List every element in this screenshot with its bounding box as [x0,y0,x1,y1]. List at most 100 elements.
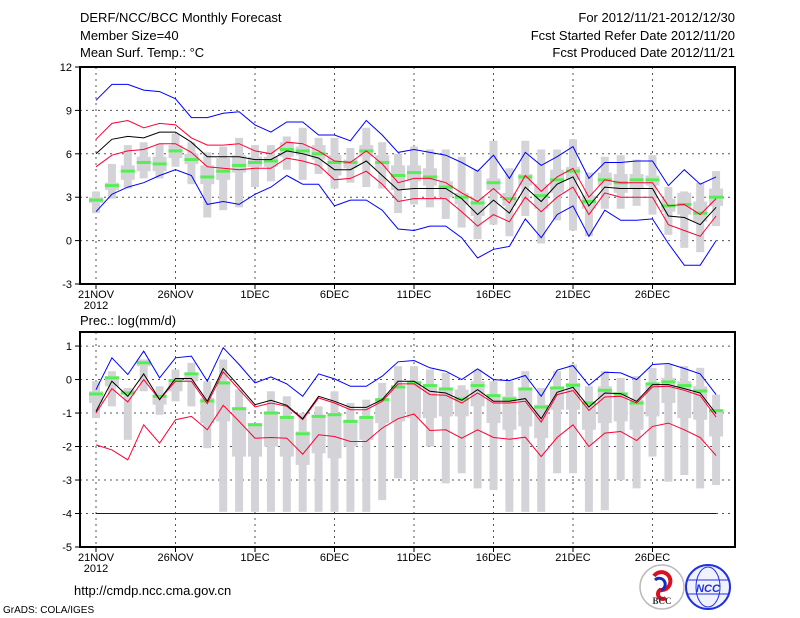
median-marker [581,200,596,204]
lower-spread-line [95,404,717,461]
x-tick-label: 11DEC [397,289,432,301]
iqr-box [200,165,215,185]
whisker-bar [187,362,196,407]
iqr-box [581,402,596,430]
median-marker [581,401,596,405]
median-marker [359,415,374,419]
median-marker [279,415,294,419]
x-tick-label: 11DEC [397,552,432,564]
whisker-bar [394,366,403,479]
median-marker [693,389,708,393]
median-marker [391,174,406,177]
iqr-box [248,423,262,457]
fcst-started-date: Fcst Started Refer Date 2012/11/20 [531,28,735,43]
median-marker [518,387,533,391]
iqr-box [279,416,294,457]
iqr-box [438,389,453,417]
median-marker [104,376,119,380]
source-url[interactable]: http://cmdp.ncc.cma.gov.cn [74,583,231,598]
iqr-box [311,414,326,454]
x-tick-label: 21DEC [555,289,591,301]
iqr-box [327,413,342,459]
iqr-box [438,181,453,198]
median-marker [311,414,326,418]
median-marker [343,419,358,423]
iqr-box [391,165,406,190]
whisker-bar [712,394,721,486]
median-marker [263,411,278,415]
iqr-box [168,379,183,392]
iqr-box [566,382,580,410]
median-marker [454,397,469,401]
median-marker [152,162,167,166]
upper-spread-line [95,371,717,423]
whisker-bar [203,152,212,218]
iqr-box [709,409,724,437]
iqr-box [184,372,199,382]
member-size: Member Size=40 [80,28,179,43]
whisker-bar [569,139,577,231]
x-tick-label: 26DEC [635,552,671,564]
whisker-bar [521,371,530,512]
y-tick-label: -3 [62,475,72,487]
median-marker [216,169,231,173]
x-tick-label: 26DEC [635,289,671,301]
median-marker [136,361,151,365]
median-marker [422,175,437,179]
iqr-box [470,381,485,407]
median-marker [438,185,453,189]
median-marker [709,409,724,413]
median-marker [295,432,310,436]
whisker-bar [505,381,514,512]
lower-envelope-line [95,169,717,266]
median-marker [232,407,247,411]
iqr-box [597,386,612,424]
iqr-box [486,394,501,424]
x-tick-label: 21NOV [78,552,115,564]
whisker-bar [680,366,689,475]
iqr-box [295,431,310,465]
iqr-box [677,381,692,419]
y-tick-label: 12 [60,62,72,74]
median-marker [470,201,485,205]
ncc-logo-text: NCC [696,583,721,595]
x-year-label: 2012 [84,300,108,312]
iqr-box [407,381,421,419]
iqr-box [518,174,533,186]
upper-envelope-line [95,346,717,398]
median-marker [709,195,724,199]
iqr-box [327,155,342,176]
median-marker [597,388,612,392]
median-marker [661,380,676,384]
whisker-bar [362,127,371,188]
y-tick-label: -1 [62,408,72,420]
median-marker [693,211,708,215]
forecast-period: For 2012/11/21-2012/12/30 [578,10,735,25]
x-tick-label: 26NOV [157,289,194,301]
whisker-bar [632,376,641,489]
y-tick-label: 9 [66,105,72,117]
x-tick-label: 16DEC [476,289,512,301]
iqr-box [263,411,278,447]
x-tick-label: 16DEC [476,552,512,564]
whisker-bar [473,369,482,489]
y-tick-label: -5 [62,542,72,554]
median-marker [120,391,135,395]
iqr-box [613,392,628,422]
whisker-bar [680,191,689,248]
fcst-produced-date: Fcst Produced Date 2012/11/21 [552,45,735,60]
median-marker [534,405,549,409]
median-marker [470,384,485,388]
median-marker [104,184,119,188]
whisker-bar [553,371,562,474]
median-marker [279,147,294,151]
iqr-box [470,197,485,217]
median-marker [327,413,342,417]
bcc-logo: BCC [639,564,685,610]
median-marker [502,397,517,401]
median-marker [232,163,247,167]
median-marker [486,181,501,185]
whisker-bar [123,387,132,440]
ensemble-mean-line [95,131,717,226]
x-tick-label: 6DEC [320,289,349,301]
